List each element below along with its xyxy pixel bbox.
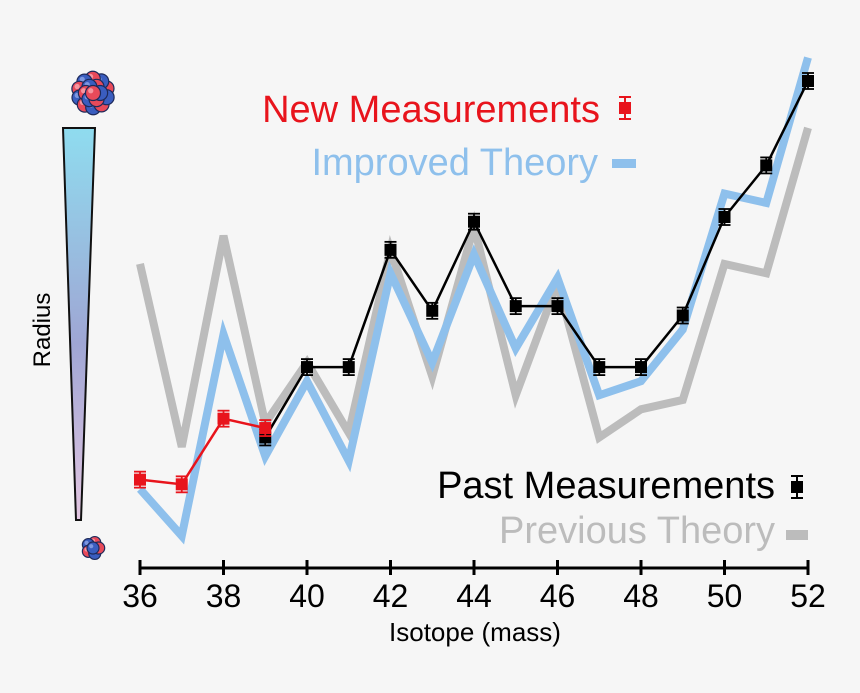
new-measurements-point-38 [217,409,230,428]
past-measurements-point-40 [301,358,313,376]
past-measurements-point-49 [676,306,689,325]
x-tick-label-36: 36 [122,578,158,614]
x-axis-label: Isotope (mass) [389,617,561,647]
x-tick-label-52: 52 [790,578,826,614]
past-measurements-point-47 [593,358,606,376]
radius-indicator: Radius [29,70,115,561]
x-tick-label-48: 48 [623,578,659,614]
x-tick-label-42: 42 [373,578,409,614]
legend-previous-theory-label: Previous Theory [499,510,775,552]
radius-wedge [61,127,97,521]
new-measurements-point-36 [134,470,146,489]
legend-new-measurements-label: New Measurements [262,89,600,131]
legend-past-measurements-marker [791,475,803,499]
x-tick-label-38: 38 [206,578,242,614]
past-measurements-point-48 [635,358,647,376]
legend-new-measurements-marker [619,96,631,120]
large-nucleus-icon [71,70,115,116]
new-measurements-point-39 [259,419,272,437]
x-tick-label-40: 40 [289,578,325,614]
x-axis: 36 38 40 42 44 46 48 50 52 [122,560,826,614]
legend-past-measurements-label: Past Measurements [437,465,775,507]
new-measurements-connector [139,417,266,486]
legend-previous-theory-marker [786,530,808,540]
legend-bottom: Past Measurements Previous Theory [437,465,808,552]
past-measurements-connector [264,80,810,439]
legend-improved-theory-marker [612,159,636,168]
past-measurements-point-43 [426,301,439,320]
y-axis-label: Radius [29,293,56,368]
small-nucleus-icon [81,535,106,561]
past-measurements-point-42 [384,240,397,259]
legend-top: New Measurements Improved Theory [262,89,636,184]
x-tick-label-46: 46 [540,578,576,614]
past-measurements-point-45 [509,297,522,316]
new-measurements-point-37 [175,475,188,494]
legend-improved-theory-label: Improved Theory [311,142,598,184]
marker-layer [134,72,814,494]
past-measurements-point-46 [551,297,564,316]
x-tick-label-50: 50 [707,578,743,614]
x-tick-label-44: 44 [456,578,492,614]
past-measurements-point-52 [802,72,814,90]
past-measurements-point-50 [718,208,731,226]
past-measurements-point-44 [468,212,480,231]
past-measurements-point-41 [342,358,355,376]
past-measurements-point-51 [760,156,773,175]
